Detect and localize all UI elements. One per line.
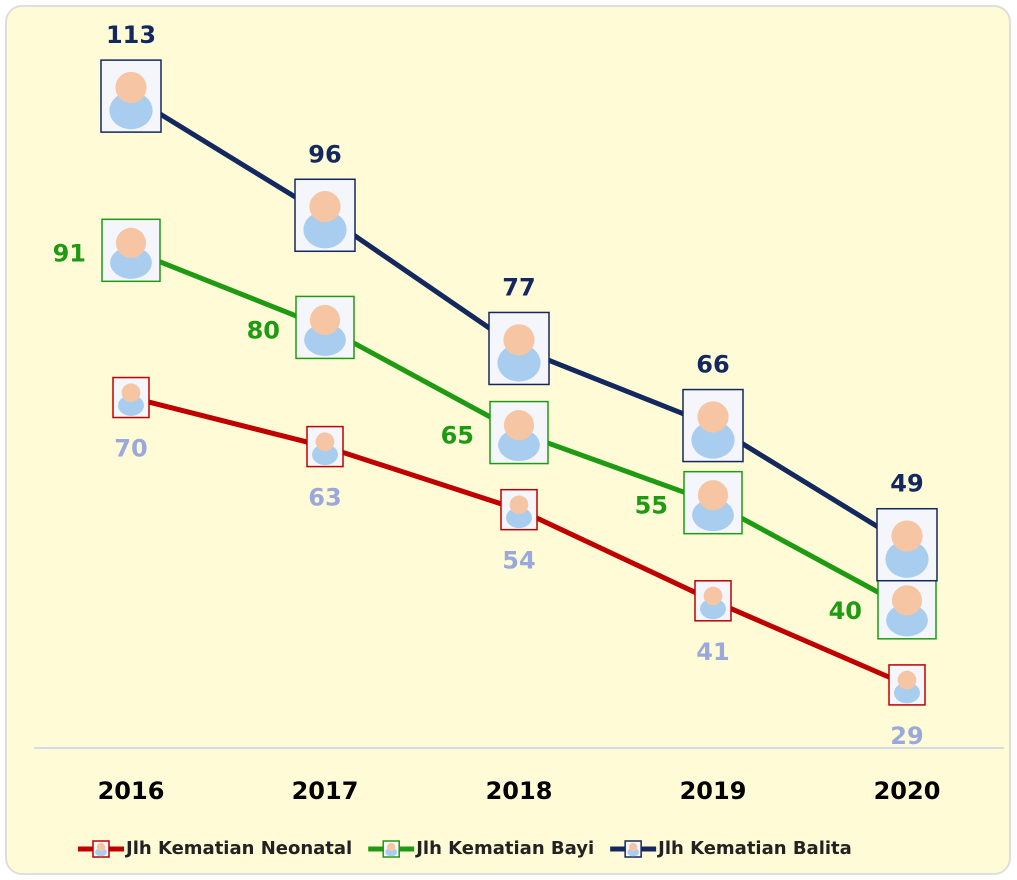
data-label: 80 [247,316,280,344]
legend-label: Jlh Kematian Balita [656,838,852,859]
marker-face [309,191,340,222]
data-label: 29 [890,722,923,750]
legend-marker [93,841,109,857]
marker-face [310,305,340,335]
data-point [889,665,925,705]
x-tick-label: 2019 [680,777,747,805]
data-point [878,577,936,639]
marker-face [704,587,723,606]
x-tick-label: 2020 [874,777,941,805]
data-label: 40 [829,597,862,625]
data-point [683,390,743,462]
data-label: 55 [635,492,668,520]
data-point [695,581,731,621]
x-tick-label: 2017 [292,777,359,805]
marker-face [387,843,395,851]
marker-face [698,480,728,510]
x-tick-label: 2018 [486,777,553,805]
marker-face [316,432,335,451]
data-label: 70 [114,435,147,463]
legend-label: Jlh Kematian Neonatal [124,838,352,859]
marker-face [504,410,534,440]
marker-face [116,228,146,258]
data-point [102,219,160,281]
data-label: 41 [696,638,729,666]
marker-face [629,843,637,851]
x-tick-label: 2016 [98,777,165,805]
data-label: 54 [502,547,535,575]
marker-face [115,72,146,103]
data-point [684,472,742,534]
chart: 2016 2017 2018 2019 2020 70 63 54 41 29 91 80 65 55 40… [0,0,1017,880]
data-label: 77 [502,273,535,301]
data-point [501,490,537,530]
data-point [490,402,548,464]
data-point [113,378,149,418]
data-point [295,179,355,251]
marker-face [898,671,917,690]
legend-marker [625,841,641,857]
legend-label: Jlh Kematian Bayi [414,838,594,859]
data-point [307,427,343,467]
data-point [101,60,161,132]
data-point [489,312,549,384]
marker-face [503,324,534,355]
marker-face [892,585,922,615]
marker-face [697,401,728,432]
data-label: 96 [308,140,341,168]
marker-face [510,496,529,515]
marker-face [97,843,105,851]
data-label: 63 [308,484,341,512]
data-point [296,296,354,358]
legend-marker [383,841,399,857]
marker-face [122,383,141,402]
data-label: 91 [53,239,86,267]
data-label: 66 [696,351,729,379]
marker-face [891,520,922,551]
data-label: 49 [890,470,923,498]
data-label: 65 [441,422,474,450]
data-point [877,509,937,581]
data-label: 113 [106,21,156,49]
